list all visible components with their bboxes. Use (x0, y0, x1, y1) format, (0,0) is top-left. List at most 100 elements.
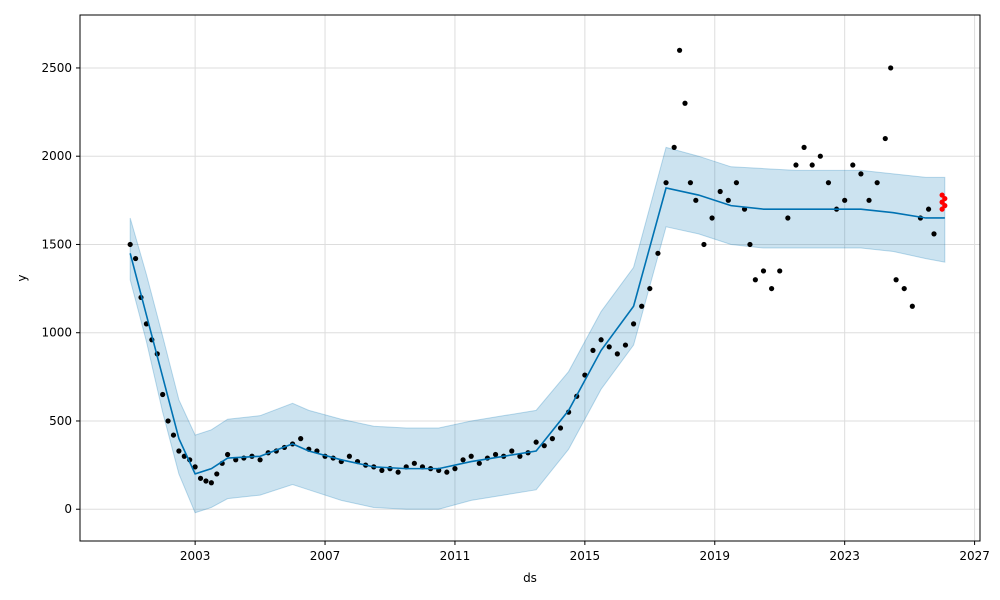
observed-point (676, 47, 683, 53)
observed-point (452, 466, 458, 472)
x-axis-label: ds (523, 571, 537, 585)
observed-point (197, 475, 204, 481)
observed-point (468, 453, 474, 459)
observed-point (866, 197, 872, 203)
observed-point (733, 180, 740, 186)
recent-point (939, 199, 945, 205)
x-tick-label: 2011 (440, 549, 471, 563)
observed-point (214, 471, 220, 477)
observed-point (888, 65, 894, 71)
recent-points (939, 192, 948, 212)
y-axis-ticks: 0 500 1000 1500 2000 2500 (41, 61, 80, 516)
observed-point (444, 469, 450, 475)
x-tick-label: 2007 (310, 549, 341, 563)
observed-point (801, 144, 807, 150)
observed-point (817, 153, 823, 159)
observed-point (793, 162, 799, 168)
y-tick-label: 2500 (41, 61, 72, 75)
observed-point (682, 100, 688, 106)
observed-point (901, 285, 907, 292)
observed-point (549, 436, 555, 442)
y-tick-label: 2000 (41, 149, 72, 163)
y-tick-label: 1000 (41, 326, 72, 340)
observed-point (346, 453, 352, 459)
x-tick-label: 2019 (699, 549, 730, 563)
x-tick-label: 2015 (570, 549, 601, 563)
observed-point (257, 457, 263, 463)
observed-point (701, 241, 707, 248)
grid-lines (80, 15, 980, 541)
plot-frame (79, 14, 981, 542)
observed-point (541, 443, 547, 449)
observed-point (709, 215, 715, 221)
observed-point (693, 197, 699, 203)
observed-point (850, 162, 856, 168)
observed-point (176, 448, 182, 454)
y-tick-label: 0 (64, 502, 72, 516)
observed-point (298, 436, 304, 442)
x-tick-label: 2027 (959, 549, 990, 563)
observed-point (671, 144, 677, 150)
observed-point (622, 342, 629, 348)
observed-point (725, 197, 731, 203)
observed-point (777, 268, 783, 274)
recent-point (942, 195, 948, 202)
observed-point (225, 451, 231, 458)
observed-point (809, 162, 815, 168)
observed-point (509, 448, 515, 454)
observed-point (882, 135, 888, 142)
observed-point (647, 285, 653, 292)
observed-point (203, 478, 209, 484)
x-tick-label: 2003 (180, 549, 211, 563)
observed-point (931, 231, 937, 237)
observed-point (614, 351, 620, 357)
uncertainty-band-area (129, 146, 946, 514)
observed-point (411, 460, 417, 466)
x-tick-label: 2023 (829, 549, 860, 563)
observed-point (533, 439, 539, 445)
forecast-line-path (129, 187, 945, 475)
observed-point (717, 188, 723, 195)
observed-point (663, 180, 669, 186)
observed-point (909, 303, 915, 309)
observed-point (842, 197, 848, 203)
recent-point (939, 192, 945, 198)
observed-point (752, 277, 758, 283)
y-tick-label: 1500 (41, 237, 72, 251)
observed-point (492, 451, 499, 458)
observed-point (395, 469, 401, 475)
observed-point (639, 303, 645, 309)
observed-point (476, 460, 482, 466)
observed-point (192, 464, 198, 470)
observed-point (630, 321, 637, 327)
observed-point (165, 418, 171, 424)
observed-point (785, 215, 791, 221)
observed-point (760, 268, 767, 274)
observed-point (747, 241, 753, 248)
forecast-line (129, 187, 945, 475)
observed-point (825, 180, 832, 186)
observed-point (208, 480, 214, 486)
y-tick-label: 500 (49, 414, 72, 428)
observed-point (233, 457, 239, 463)
observed-point (557, 425, 564, 431)
y-axis-label: y (15, 274, 29, 281)
recent-point (942, 203, 948, 209)
uncertainty-band (129, 146, 946, 514)
x-axis-ticks: 2003 2007 2011 2015 2019 2023 2027 (180, 541, 990, 563)
observed-point (925, 206, 932, 212)
observed-point (769, 285, 775, 292)
observed-point (598, 337, 604, 343)
recent-point (939, 206, 945, 212)
observed-point (379, 467, 385, 473)
observed-point (517, 453, 523, 459)
observed-point (874, 180, 880, 186)
observed-point (655, 250, 661, 256)
observed-point (160, 391, 166, 398)
observed-point (606, 344, 612, 350)
observed-point (687, 180, 694, 186)
observed-point (893, 277, 899, 283)
observed-point (170, 432, 177, 438)
